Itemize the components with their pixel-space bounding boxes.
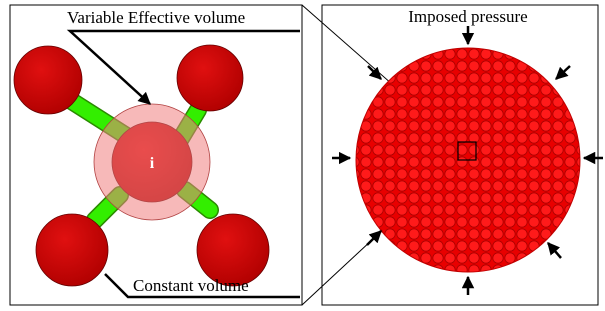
right-title: Imposed pressure	[408, 7, 527, 26]
constant-label: Constant volume	[133, 276, 249, 295]
right-panel: Imposed pressure	[322, 5, 603, 305]
particle-label: i	[150, 155, 155, 172]
figure: i Variable Effective volume Constant vol…	[0, 0, 605, 311]
effective-label: Variable Effective volume	[67, 8, 245, 27]
left-panel: i Variable Effective volume Constant vol…	[10, 5, 302, 305]
